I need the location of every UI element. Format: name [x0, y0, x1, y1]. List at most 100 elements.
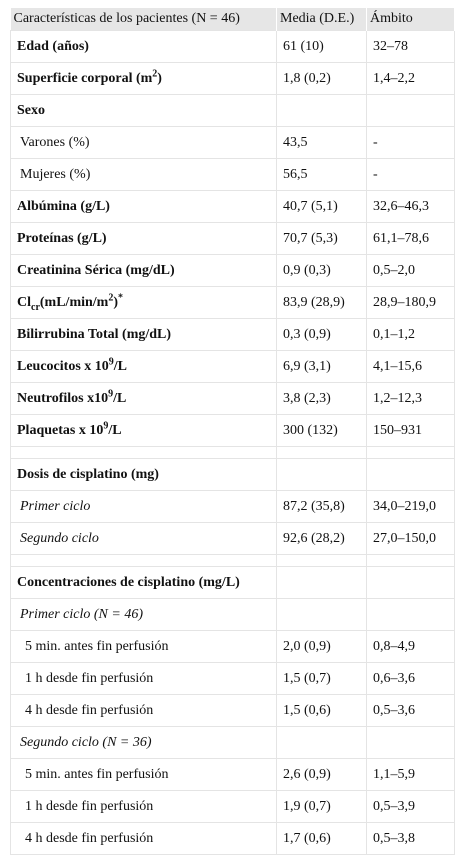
label-text: Mujeres (%) — [20, 166, 91, 182]
header-row: Características de los pacientes (N = 46… — [10, 8, 455, 31]
label-cell: 5 min. antes fin perfusión — [10, 758, 277, 791]
media-cell: 2,6 (0,9) — [276, 758, 367, 791]
range-cell — [366, 458, 455, 491]
label-cell: Bilirrubina Total (mg/dL) — [10, 318, 277, 351]
range-cell: 28,9–180,9 — [366, 286, 455, 319]
media-cell: 300 (132) — [276, 414, 367, 447]
label-cell: Primer ciclo (N = 46) — [10, 598, 277, 631]
label-cell: Leucocitos x 109/L — [10, 350, 277, 383]
range-cell: 150–931 — [366, 414, 455, 447]
label-cell: 4 h desde fin perfusión — [10, 694, 277, 727]
label-text: 5 min. antes fin perfusión — [25, 766, 169, 782]
table-row: 4 h desde fin perfusión 1,7 (0,6) 0,5–3,8 — [10, 822, 455, 855]
label-cell: Dosis de cisplatino (mg) — [10, 458, 277, 491]
table-row: Dosis de cisplatino (mg) — [10, 458, 455, 491]
table-row: Leucocitos x 109/L 6,9 (3,1) 4,1–15,6 — [10, 350, 455, 383]
media-cell: 61 (10) — [276, 30, 367, 63]
table-row: 4 h desde fin perfusión 1,5 (0,6) 0,5–3,6 — [10, 694, 455, 727]
label-cell: Neutrofilos x109/L — [10, 382, 277, 415]
label-text: ) — [157, 70, 162, 86]
table-body: Edad (años) 61 (10) 32–78 Superficie corpor… — [10, 30, 455, 855]
label-text: 9 — [103, 419, 109, 431]
label-text: Proteínas (g/L) — [17, 230, 107, 246]
range-cell: 32–78 — [366, 30, 455, 63]
table-row: Segundo ciclo 92,6 (28,2) 27,0–150,0 — [10, 522, 455, 555]
media-cell: 0,3 (0,9) — [276, 318, 367, 351]
label-text: /L — [108, 422, 122, 438]
table-row: Concentraciones de cisplatino (mg/L) — [10, 566, 455, 599]
label-cell: Varones (%) — [10, 126, 277, 159]
label-text: 1 h desde fin perfusión — [25, 670, 154, 686]
label-text: Neutrofilos x10 — [17, 390, 109, 406]
table-row: 1 h desde fin perfusión 1,9 (0,7) 0,5–3,9 — [10, 790, 455, 823]
label-cell: 4 h desde fin perfusión — [10, 822, 277, 855]
label-text: ) — [113, 294, 119, 310]
media-cell: 6,9 (3,1) — [276, 350, 367, 383]
label-text: Sexo — [17, 102, 45, 118]
media-cell: 1,5 (0,7) — [276, 662, 367, 695]
label-cell: Clcr(mL/min/m2)* — [10, 286, 277, 319]
label-cell: Sexo — [10, 94, 277, 127]
label-text: Edad (años) — [17, 38, 89, 54]
label-cell: Albúmina (g/L) — [10, 190, 277, 223]
media-cell: 40,7 (5,1) — [276, 190, 367, 223]
media-cell: 70,7 (5,3) — [276, 222, 367, 255]
range-cell: 61,1–78,6 — [366, 222, 455, 255]
range-cell: 0,5–2,0 — [366, 254, 455, 287]
media-cell: 1,5 (0,6) — [276, 694, 367, 727]
table-row: Proteínas (g/L) 70,7 (5,3) 61,1–78,6 — [10, 222, 455, 255]
media-cell: 2,0 (0,9) — [276, 630, 367, 663]
media-cell: 83,9 (28,9) — [276, 286, 367, 319]
label-cell: Segundo ciclo (N = 36) — [10, 726, 277, 759]
header-cell: Media (D.E.) — [276, 8, 367, 31]
header-cell: Características de los pacientes (N = 46… — [10, 8, 277, 31]
label-cell: Mujeres (%) — [10, 158, 277, 191]
table-row: Varones (%) 43,5- — [10, 126, 455, 159]
table-row: Edad (años) 61 (10) 32–78 — [10, 30, 455, 63]
label-text: 9 — [108, 355, 114, 367]
label-cell — [10, 554, 277, 567]
label-text: Superficie corporal (m — [17, 70, 153, 86]
media-cell: 0,9 (0,3) — [276, 254, 367, 287]
header-cell: Ámbito — [366, 8, 455, 31]
range-cell: 0,5–3,9 — [366, 790, 455, 823]
label-cell: Proteínas (g/L) — [10, 222, 277, 255]
media-cell — [276, 458, 367, 491]
label-text: 5 min. antes fin perfusión — [25, 638, 169, 654]
range-cell: 0,6–3,6 — [366, 662, 455, 695]
table-row: 5 min. antes fin perfusión 2,0 (0,9) 0,8–4… — [10, 630, 455, 663]
label-text: 2 — [108, 291, 114, 303]
range-cell: - — [366, 126, 455, 159]
range-cell: 0,5–3,8 — [366, 822, 455, 855]
label-text: Concentraciones de cisplatino (mg/L) — [17, 574, 240, 590]
media-cell — [276, 726, 367, 759]
table-row: Neutrofilos x109/L 3,8 (2,3) 1,2–12,3 — [10, 382, 455, 415]
label-cell: Concentraciones de cisplatino (mg/L) — [10, 566, 277, 599]
label-text: Cl — [17, 294, 31, 310]
range-cell: 34,0–219,0 — [366, 490, 455, 523]
range-cell: 1,4–2,2 — [366, 62, 455, 95]
label-text: Plaquetas x 10 — [17, 422, 104, 438]
label-cell — [10, 446, 277, 459]
table-row: Primer ciclo (N = 46) — [10, 598, 455, 631]
label-text: Bilirrubina Total (mg/dL) — [17, 326, 172, 342]
label-text: 1 h desde fin perfusión — [25, 798, 154, 814]
range-cell: 1,1–5,9 — [366, 758, 455, 791]
label-text: 9 — [108, 387, 114, 399]
label-cell: Creatinina Sérica (mg/dL) — [10, 254, 277, 287]
media-cell: 1,9 (0,7) — [276, 790, 367, 823]
label-text: Creatinina Sérica (mg/dL) — [17, 262, 175, 278]
table-row: Bilirrubina Total (mg/dL) 0,3 (0,9) 0,1–1,… — [10, 318, 455, 351]
media-cell — [276, 598, 367, 631]
media-cell — [276, 94, 367, 127]
media-cell: 3,8 (2,3) — [276, 382, 367, 415]
table-row: Albúmina (g/L) 40,7 (5,1) 32,6–46,3 — [10, 190, 455, 223]
label-text: /L — [113, 390, 127, 406]
range-cell: 0,8–4,9 — [366, 630, 455, 663]
table-row: Sexo — [10, 94, 455, 127]
table-row: Mujeres (%) 56,5- — [10, 158, 455, 191]
label-cell: Edad (años) — [10, 30, 277, 63]
range-cell — [366, 598, 455, 631]
table-row: Segundo ciclo (N = 36) — [10, 726, 455, 759]
label-text: /L — [113, 358, 127, 374]
